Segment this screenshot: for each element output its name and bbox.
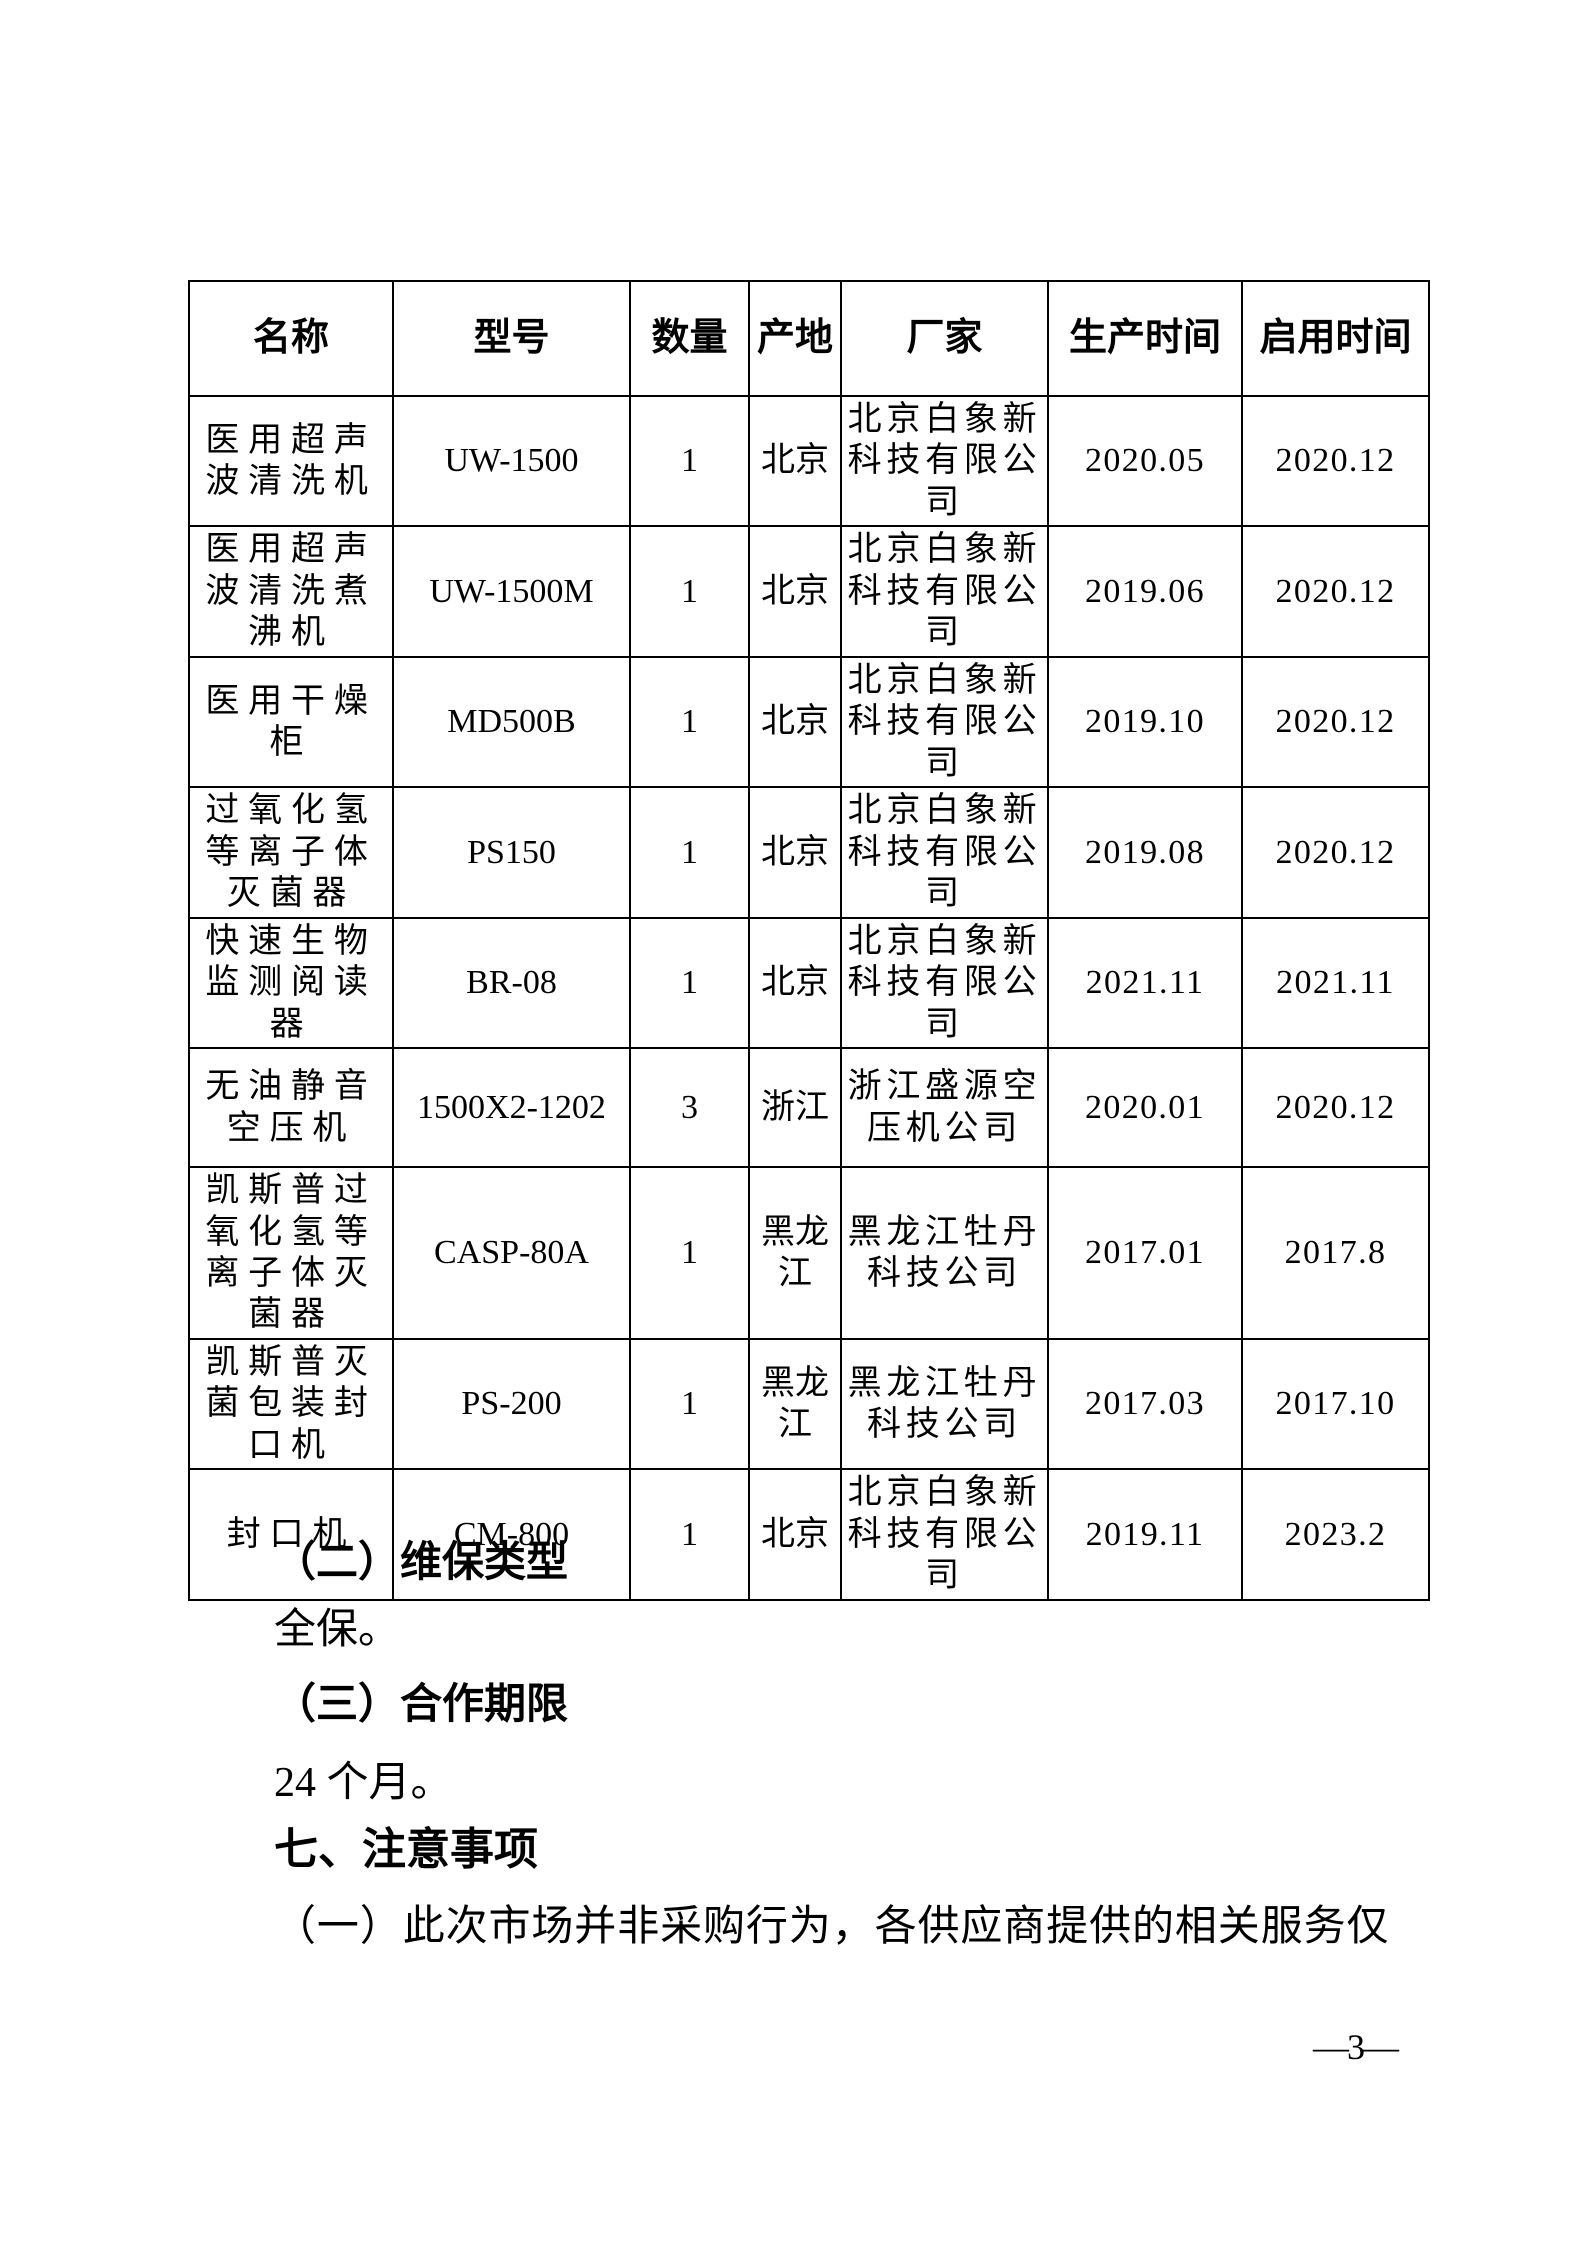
notice-item-1: （一）此次市场并非采购行为，各供应商提供的相关服务仅 bbox=[274, 1904, 1390, 1950]
cell-qty: 1 bbox=[629, 786, 750, 919]
cell-prod-date: 2020.01 bbox=[1047, 1047, 1243, 1169]
cell-maker: 北京白象新科技有限公司 bbox=[840, 916, 1049, 1050]
cell-model: CM-800 bbox=[392, 1468, 631, 1601]
header-cell-qty: 数量 bbox=[629, 280, 750, 397]
cell-maker: 北京白象新科技有限公司 bbox=[840, 1468, 1049, 1601]
cell-qty: 1 bbox=[629, 1166, 750, 1340]
page-number: —3— bbox=[1313, 2027, 1399, 2067]
cell-start-date: 2017.8 bbox=[1241, 1166, 1430, 1340]
cell-prod-date: 2019.11 bbox=[1047, 1468, 1243, 1601]
cell-model: BR-08 bbox=[392, 916, 631, 1050]
cell-start-date: 2021.11 bbox=[1241, 916, 1430, 1050]
cell-model: UW-1500 bbox=[392, 394, 631, 528]
cell-origin: 北京 bbox=[748, 916, 842, 1050]
cell-origin: 黑龙江 bbox=[748, 1337, 842, 1471]
cell-origin: 北京 bbox=[748, 1468, 842, 1601]
cell-start-date: 2020.12 bbox=[1241, 394, 1430, 528]
section-2-heading: （二）维保类型 bbox=[274, 1540, 569, 1586]
cell-start-date: 2020.12 bbox=[1241, 525, 1430, 658]
header-cell-model: 型号 bbox=[392, 280, 631, 397]
cell-model: CASP-80A bbox=[392, 1166, 631, 1340]
table-row: 凯斯普过氧化氢等离子体灭菌器 CASP-80A 1 黑龙江 黑龙江牡丹科技公司 … bbox=[188, 1166, 1430, 1340]
cell-model: PS-200 bbox=[392, 1337, 631, 1471]
cell-start-date: 2020.12 bbox=[1241, 655, 1430, 789]
table-row: 封口机 CM-800 1 北京 北京白象新科技有限公司 2019.11 2023… bbox=[188, 1468, 1430, 1601]
cell-maker: 北京白象新科技有限公司 bbox=[840, 525, 1049, 658]
cell-start-date: 2020.12 bbox=[1241, 1047, 1430, 1169]
cell-origin: 北京 bbox=[748, 525, 842, 658]
cell-qty: 1 bbox=[629, 525, 750, 658]
table-row: 过氧化氢等离子体灭菌器 PS150 1 北京 北京白象新科技有限公司 2019.… bbox=[188, 786, 1430, 919]
cell-origin: 北京 bbox=[748, 394, 842, 528]
header-cell-start-date: 启用时间 bbox=[1241, 280, 1430, 397]
cell-name: 封口机 bbox=[188, 1468, 394, 1601]
cell-maker: 北京白象新科技有限公司 bbox=[840, 394, 1049, 528]
section-7-heading: 七、注意事项 bbox=[274, 1825, 538, 1874]
cell-start-date: 2017.10 bbox=[1241, 1337, 1430, 1471]
cell-name: 凯斯普过氧化氢等离子体灭菌器 bbox=[188, 1166, 394, 1340]
cell-prod-date: 2019.08 bbox=[1047, 786, 1243, 919]
cell-prod-date: 2019.06 bbox=[1047, 525, 1243, 658]
cell-start-date: 2020.12 bbox=[1241, 786, 1430, 919]
cell-name: 医用超声波清洗煮沸机 bbox=[188, 525, 394, 658]
cell-prod-date: 2019.10 bbox=[1047, 655, 1243, 789]
cell-origin: 北京 bbox=[748, 786, 842, 919]
equipment-table: 名称 型号 数量 产地 厂家 生产时间 启用时间 医用超声波清洗机 UW-150… bbox=[188, 280, 1430, 1601]
cell-origin: 黑龙江 bbox=[748, 1166, 842, 1340]
header-cell-origin: 产地 bbox=[748, 280, 842, 397]
cell-name: 医用超声波清洗机 bbox=[188, 394, 394, 528]
header-cell-prod-date: 生产时间 bbox=[1047, 280, 1243, 397]
cell-qty: 3 bbox=[629, 1047, 750, 1169]
cell-start-date: 2023.2 bbox=[1241, 1468, 1430, 1601]
cell-name: 医用干燥柜 bbox=[188, 655, 394, 789]
cell-qty: 1 bbox=[629, 655, 750, 789]
cell-prod-date: 2020.05 bbox=[1047, 394, 1243, 528]
cell-prod-date: 2017.03 bbox=[1047, 1337, 1243, 1471]
cell-qty: 1 bbox=[629, 916, 750, 1050]
cell-qty: 1 bbox=[629, 394, 750, 528]
maintenance-type-value: 全保。 bbox=[274, 1607, 401, 1653]
cell-model: PS150 bbox=[392, 786, 631, 919]
table-header-row: 名称 型号 数量 产地 厂家 生产时间 启用时间 bbox=[188, 280, 1430, 397]
table-row: 医用超声波清洗机 UW-1500 1 北京 北京白象新科技有限公司 2020.0… bbox=[188, 394, 1430, 528]
cell-model: 1500X2-1202 bbox=[392, 1047, 631, 1169]
cell-qty: 1 bbox=[629, 1337, 750, 1471]
cell-name: 过氧化氢等离子体灭菌器 bbox=[188, 786, 394, 919]
cell-origin: 北京 bbox=[748, 655, 842, 789]
table-row: 凯斯普灭菌包装封口机 PS-200 1 黑龙江 黑龙江牡丹科技公司 2017.0… bbox=[188, 1337, 1430, 1471]
table-row: 快速生物监测阅读器 BR-08 1 北京 北京白象新科技有限公司 2021.11… bbox=[188, 916, 1430, 1050]
cell-model: MD500B bbox=[392, 655, 631, 789]
cell-name: 快速生物监测阅读器 bbox=[188, 916, 394, 1050]
cell-maker: 浙江盛源空压机公司 bbox=[840, 1047, 1049, 1169]
cooperation-period-value: 24 个月。 bbox=[274, 1760, 453, 1806]
header-cell-maker: 厂家 bbox=[840, 280, 1049, 397]
table-row: 医用干燥柜 MD500B 1 北京 北京白象新科技有限公司 2019.10 20… bbox=[188, 655, 1430, 789]
cell-qty: 1 bbox=[629, 1468, 750, 1601]
cell-maker: 黑龙江牡丹科技公司 bbox=[840, 1166, 1049, 1340]
cell-model: UW-1500M bbox=[392, 525, 631, 658]
table-row: 医用超声波清洗煮沸机 UW-1500M 1 北京 北京白象新科技有限公司 201… bbox=[188, 525, 1430, 658]
cell-origin: 浙江 bbox=[748, 1047, 842, 1169]
cell-maker: 黑龙江牡丹科技公司 bbox=[840, 1337, 1049, 1471]
cell-name: 凯斯普灭菌包装封口机 bbox=[188, 1337, 394, 1471]
header-cell-name: 名称 bbox=[188, 280, 394, 397]
cell-prod-date: 2017.01 bbox=[1047, 1166, 1243, 1340]
section-3-heading: （三）合作期限 bbox=[274, 1682, 569, 1728]
cell-maker: 北京白象新科技有限公司 bbox=[840, 786, 1049, 919]
cell-prod-date: 2021.11 bbox=[1047, 916, 1243, 1050]
cell-name: 无油静音空压机 bbox=[188, 1047, 394, 1169]
cell-maker: 北京白象新科技有限公司 bbox=[840, 655, 1049, 789]
table-row: 无油静音空压机 1500X2-1202 3 浙江 浙江盛源空压机公司 2020.… bbox=[188, 1047, 1430, 1169]
